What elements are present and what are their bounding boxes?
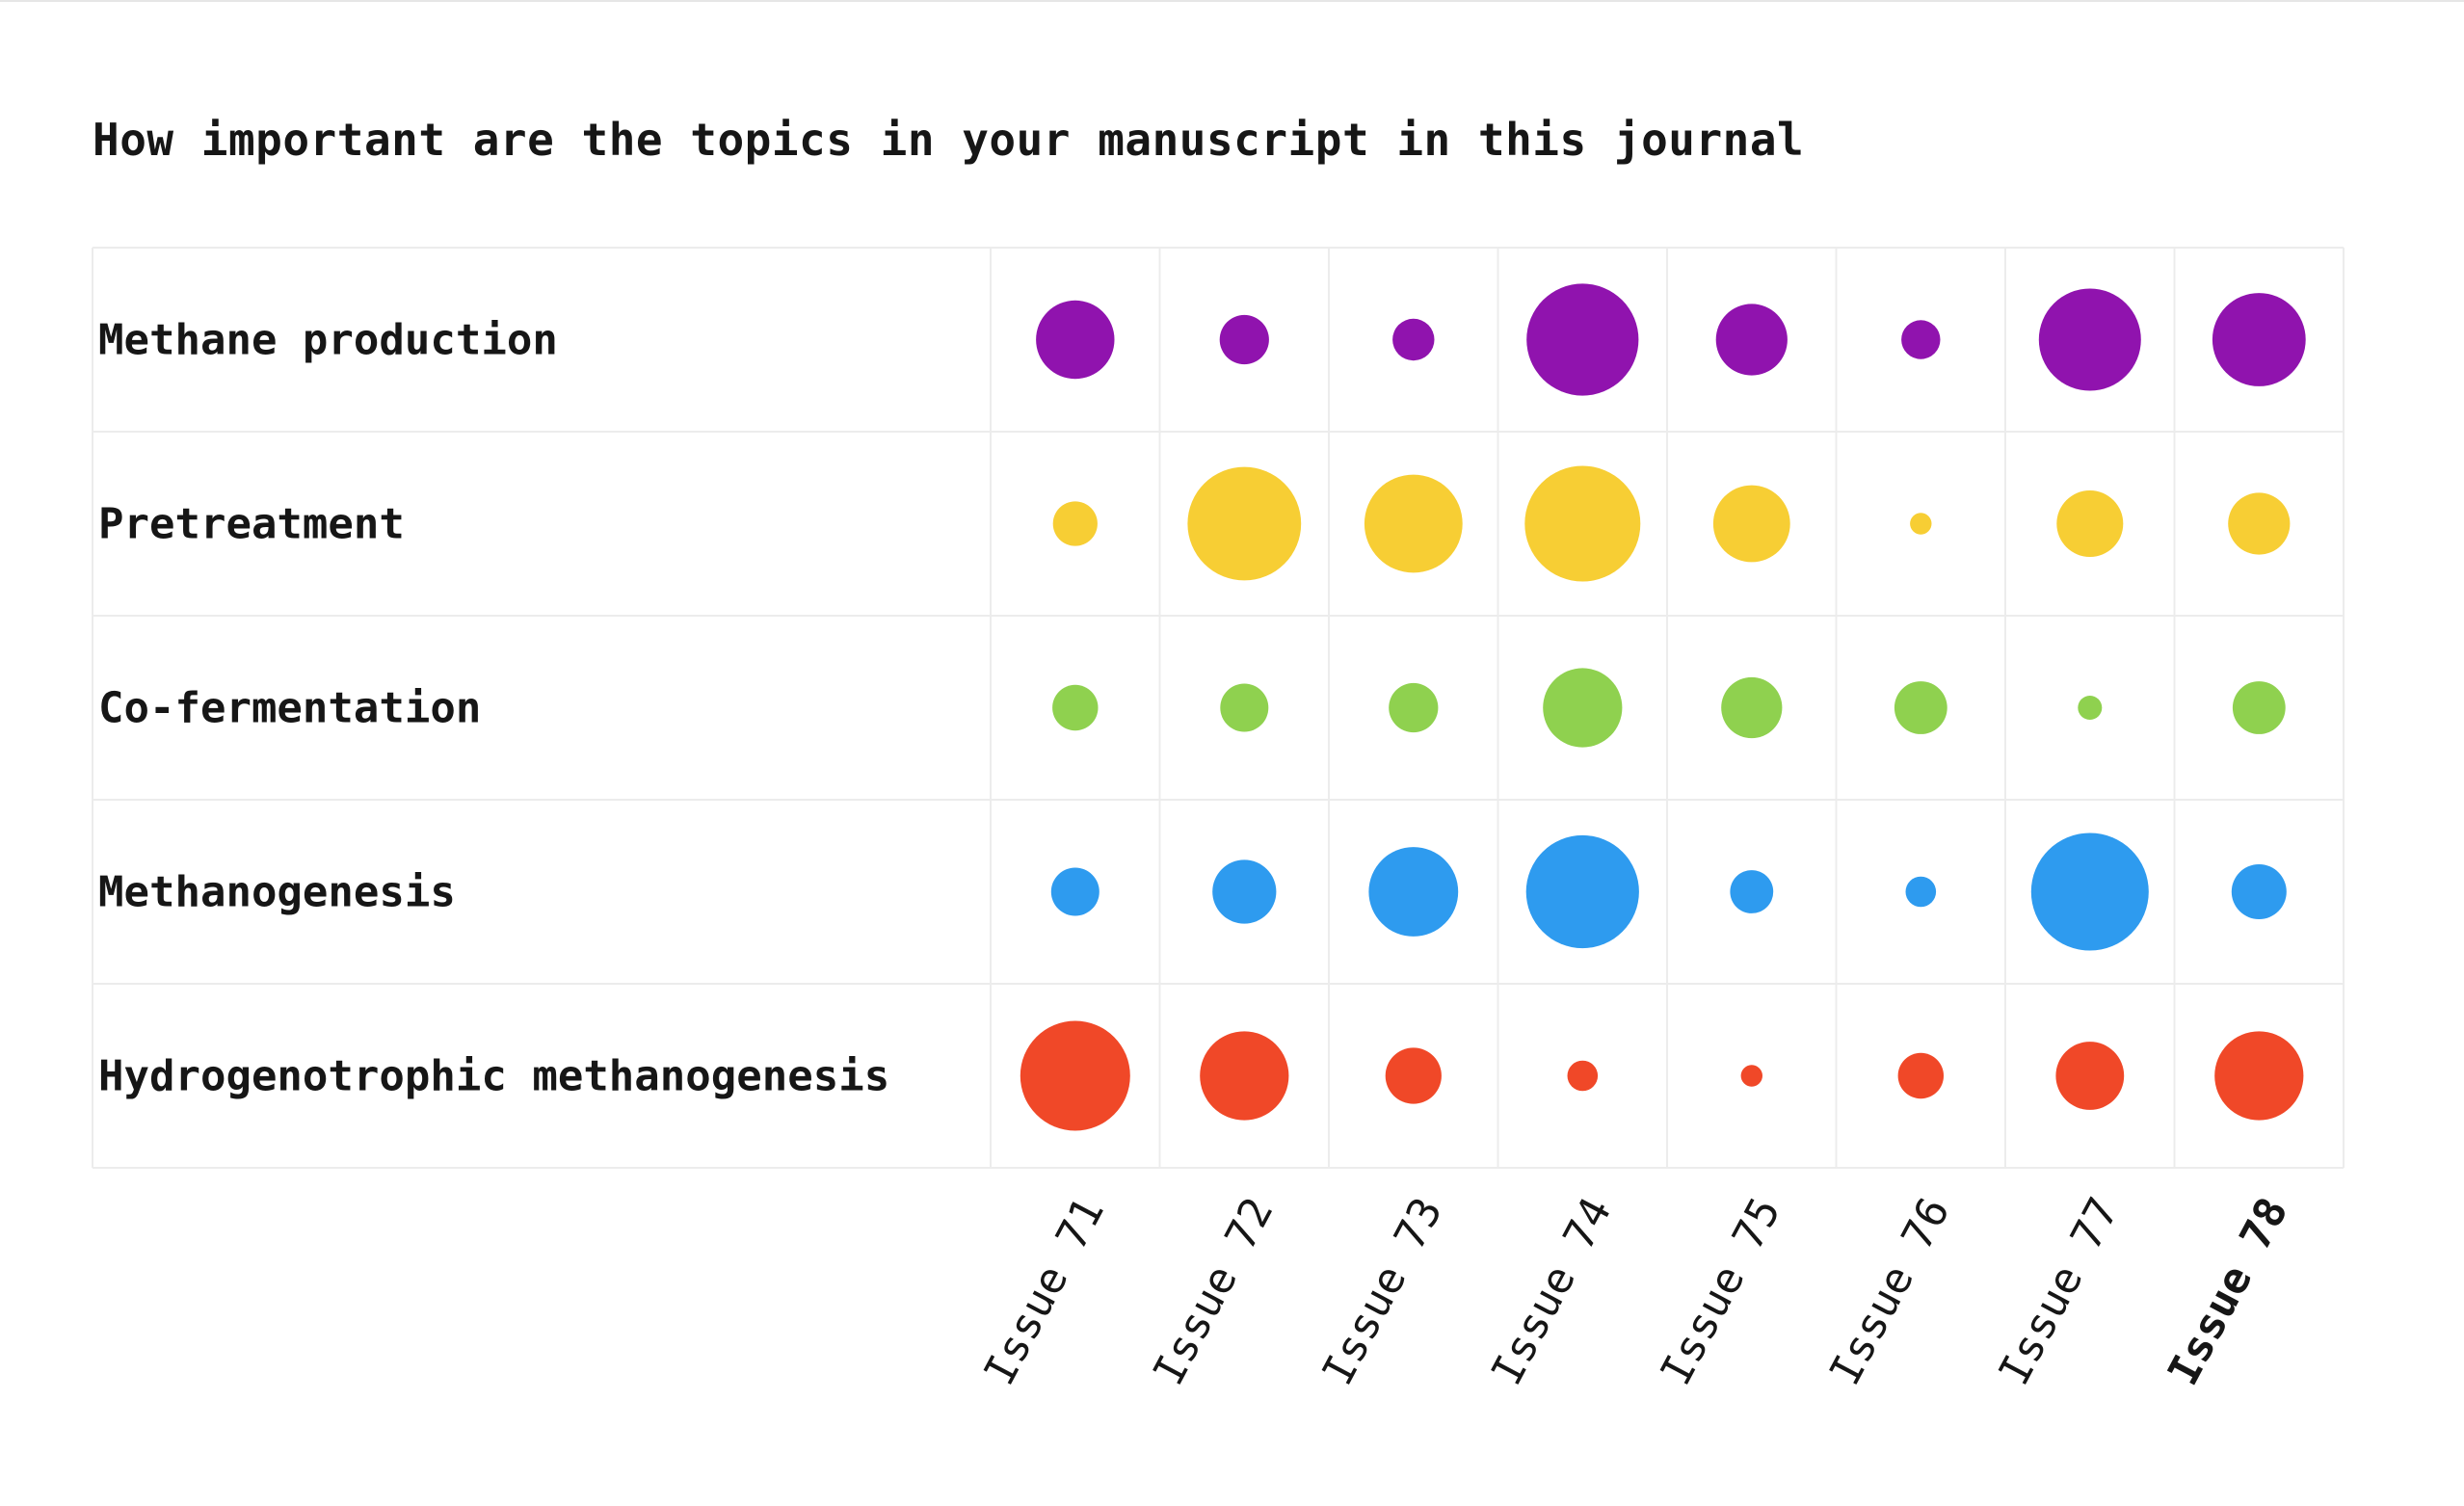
bubble [1894,681,1947,734]
bubble [1897,1052,1945,1099]
row-label: Pretreatment [98,500,405,549]
bubble [1052,501,1098,546]
bubble [1524,465,1641,582]
column-label: Issue 76 [1820,1190,1960,1393]
bubble [1525,834,1639,949]
column-label: Issue 75 [1652,1190,1791,1393]
bubble [1052,684,1099,731]
bubble [1543,668,1623,748]
column-label: Issue 78 [2159,1190,2298,1393]
bubble [1212,859,1277,924]
bubble [1730,870,1774,913]
bubble [2214,1031,2304,1121]
bubble [2231,864,2287,919]
row-label: Methane production [98,316,558,365]
bubble [2056,490,2124,557]
top-divider [0,0,2464,2]
bubble [1567,1060,1599,1092]
bubble [2038,288,2141,391]
bubble [1715,304,1788,376]
row-labels: Methane production Pretreatment Co-ferment… [98,316,889,1101]
column-label: Issue 72 [1144,1190,1284,1393]
bubble [1901,320,1941,359]
bubble [1368,847,1459,937]
bubble [1050,867,1100,916]
row-label: Co-fermentation [98,684,481,733]
bubble [1392,318,1435,361]
bubble [2030,832,2149,951]
bubble [1712,485,1790,563]
bubble [2212,293,2306,386]
column-label: Issue 74 [1482,1190,1622,1393]
bubble [1036,300,1115,380]
column-labels: Issue 71 Issue 72 Issue 73 Issue 74 Issue 75… [975,1190,2298,1393]
chart-grid [92,247,2345,1169]
chart-title: How important are the topics in your man… [93,114,1805,166]
bubble [1187,466,1302,581]
bubble [1910,513,1932,535]
bubble [1385,1047,1442,1104]
row-label: Hydrogenotrophic methanogenesis [98,1052,889,1101]
bubble [1220,683,1269,732]
bubble [1200,1031,1289,1121]
bubble [2055,1042,2125,1110]
bubble [2078,696,2103,720]
row-label: Methanogenesis [98,868,456,917]
bubble [1020,1020,1130,1131]
bubble [1526,283,1639,396]
bubble [1721,676,1783,739]
bubble [1905,876,1937,908]
bubble [1389,682,1439,733]
column-label: Issue 77 [1990,1190,2130,1393]
column-label: Issue 71 [975,1190,1115,1393]
column-label: Issue 73 [1313,1190,1453,1393]
bubble [1740,1065,1763,1087]
bubble [2228,492,2291,555]
bubble [1364,474,1463,573]
bubble [2232,681,2286,734]
bubbles [1020,283,2306,1131]
bubble [1219,314,1269,365]
